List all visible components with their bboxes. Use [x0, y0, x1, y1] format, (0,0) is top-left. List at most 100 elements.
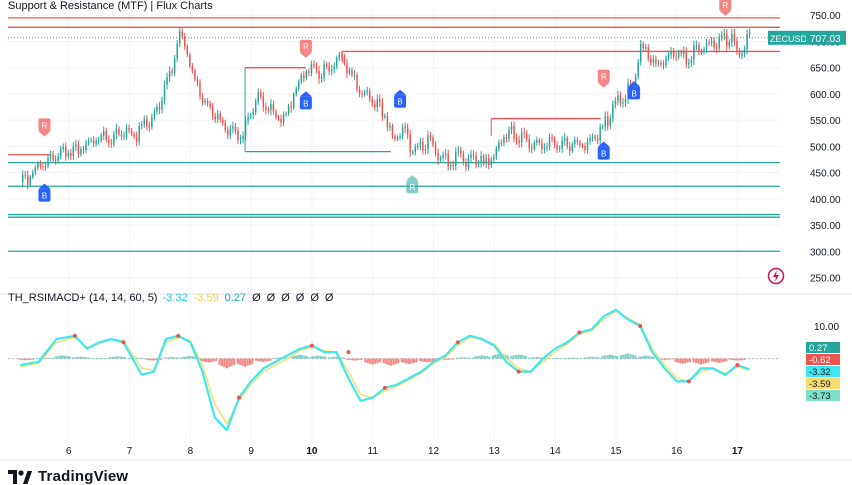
histogram-bar [56, 356, 59, 359]
histogram-bar [378, 358, 382, 363]
indicator-value-text: -3.32 [809, 367, 831, 378]
histogram-bar [27, 358, 30, 361]
candle-body [110, 143, 113, 145]
candle-body [462, 153, 465, 163]
indicator-value: Ø [252, 292, 261, 304]
time-axis-label: 11 [368, 446, 379, 457]
histogram-bar [212, 358, 215, 362]
candle-body [399, 135, 401, 138]
histogram-bar [710, 358, 714, 362]
time-axis-label: 17 [732, 446, 744, 457]
signal-box [299, 96, 312, 110]
candle-body [604, 116, 606, 127]
candle-body [333, 66, 335, 70]
histogram-bar [674, 358, 677, 362]
candle-body [186, 46, 189, 55]
candle-body [384, 115, 386, 117]
crossover-dot [382, 385, 387, 390]
candle-body [457, 150, 460, 152]
candle-body [265, 107, 267, 110]
candle-body [118, 128, 120, 135]
histogram-bar [278, 357, 281, 359]
crossover-dot [638, 324, 643, 329]
indicator-value-text: 0.27 [809, 343, 828, 354]
histogram-bar [259, 358, 262, 362]
signal-box [628, 86, 641, 100]
candle-body [75, 144, 77, 147]
histogram-bar [382, 358, 385, 364]
flash-alert-icon[interactable] [767, 267, 785, 285]
histogram-bar [679, 358, 682, 364]
histogram-bar [200, 358, 203, 362]
histogram-bar [77, 356, 80, 359]
candle-body [723, 33, 726, 36]
candle-body [135, 136, 138, 142]
tradingview-brand: TradingView [38, 468, 129, 485]
histogram-bar [692, 358, 695, 363]
histogram-bar [720, 358, 723, 363]
tradingview-logo[interactable]: TradingView [8, 468, 128, 485]
candle-body [503, 137, 505, 144]
candle-body [156, 106, 158, 112]
histogram-bar [214, 358, 217, 362]
price-axis-label: 450.00 [810, 169, 841, 180]
candle-body [146, 119, 148, 127]
histogram-bar [684, 358, 687, 364]
candle-body [72, 146, 75, 157]
histogram-bar [251, 358, 254, 364]
time-axis-label: 16 [671, 446, 683, 457]
candle-body [194, 70, 196, 80]
candle-body [373, 103, 376, 108]
candle-body [113, 134, 115, 144]
candle-body [401, 127, 404, 136]
histogram-bar [528, 357, 531, 359]
candle-body [705, 42, 708, 50]
candle-body [525, 133, 528, 139]
histogram-bar [572, 357, 575, 359]
candle-body [672, 50, 675, 57]
histogram-bar [54, 356, 57, 359]
candle-body [97, 140, 100, 142]
signal-arrow [628, 81, 641, 87]
candle-body [292, 94, 295, 108]
histogram-bar [355, 358, 359, 361]
candle-body [693, 45, 695, 60]
candle-body [460, 150, 462, 154]
histogram-bar [460, 357, 463, 359]
candle-body [67, 152, 70, 157]
candle-body [244, 120, 247, 137]
histogram-bar [316, 355, 320, 359]
histogram-bar [421, 358, 424, 362]
candle-body [475, 155, 477, 165]
candle-body [622, 102, 624, 104]
buy-signal-marker: B [394, 89, 407, 108]
histogram-bar [82, 356, 85, 359]
candle-body [531, 148, 533, 150]
candle-body [589, 138, 591, 142]
histogram-bar [150, 358, 153, 361]
crossover-dot [309, 343, 314, 348]
signal-label: B [303, 99, 308, 108]
candle-body [533, 142, 536, 149]
candle-body [204, 100, 206, 103]
histogram-bar [335, 356, 338, 359]
candle-body [566, 138, 569, 147]
histogram-bar [160, 358, 163, 360]
histogram-bar [606, 355, 609, 359]
histogram-bar [392, 358, 395, 365]
histogram-bar [733, 358, 737, 361]
histogram-bar [603, 355, 607, 359]
histogram-bar [731, 358, 734, 361]
candle-body [442, 154, 444, 158]
histogram-bar [736, 358, 739, 361]
candle-body [242, 136, 244, 139]
time-axis-label: 13 [489, 446, 501, 457]
histogram-bar [481, 355, 484, 359]
candle-body [267, 109, 270, 111]
candle-body [178, 31, 181, 44]
buy-signal-marker: B [299, 91, 312, 110]
candle-body [667, 54, 670, 58]
histogram-bar [348, 358, 351, 361]
candle-body [591, 136, 594, 139]
